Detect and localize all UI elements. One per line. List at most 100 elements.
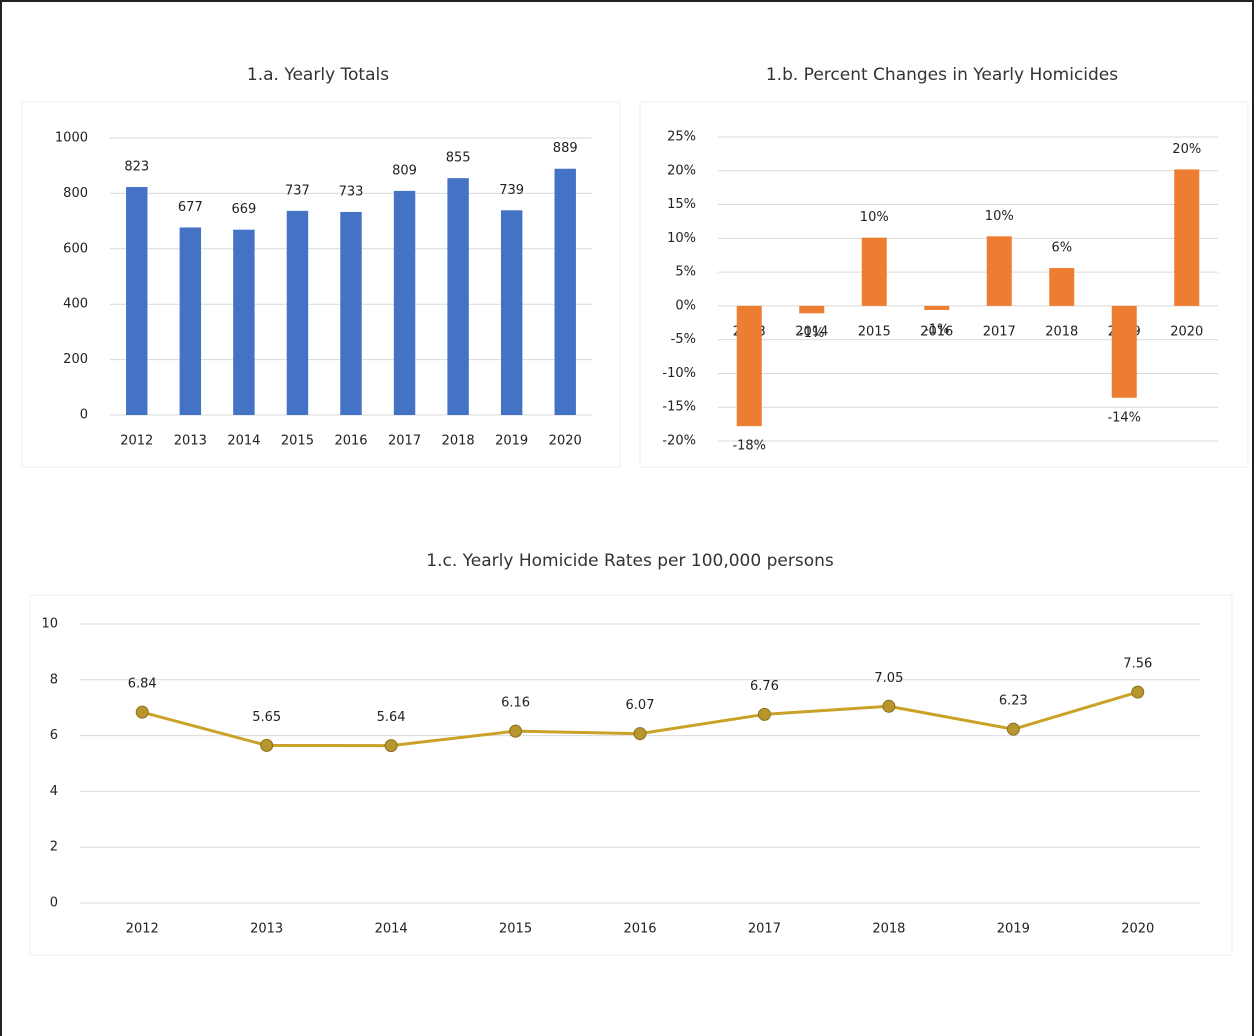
x-tick-label: 2019 (495, 434, 528, 449)
point (1006, 722, 1020, 736)
y-tick-label: 0% (675, 298, 696, 313)
bar (924, 305, 950, 310)
point (1131, 685, 1145, 699)
point (509, 724, 523, 738)
y-tick-label: 5% (675, 265, 696, 280)
bar (233, 229, 255, 415)
data-label: -18% (732, 439, 766, 454)
x-tick-label: 2020 (1170, 324, 1203, 339)
x-tick-label: 2013 (250, 922, 283, 937)
data-label: 7.05 (874, 671, 903, 686)
y-tick-label: -10% (662, 366, 696, 381)
y-tick-label: 400 (63, 297, 88, 312)
data-label: 739 (499, 183, 524, 198)
y-tick-label: 25% (667, 130, 696, 145)
bar (179, 227, 202, 415)
data-label: 855 (446, 151, 471, 166)
data-label: -14% (1107, 410, 1141, 425)
panel (21, 101, 621, 468)
x-tick-label: 2016 (334, 434, 367, 449)
data-label: 7.56 (1123, 657, 1152, 672)
panel (29, 594, 1233, 956)
y-tick-label: 200 (63, 352, 88, 367)
bar (286, 210, 309, 415)
y-tick-label: 15% (667, 197, 696, 212)
bar (1111, 305, 1137, 398)
point (882, 699, 896, 713)
chart-title: 1.b. Percent Changes in Yearly Homicides (766, 65, 1118, 85)
x-tick-label: 2015 (499, 922, 532, 937)
y-tick-label: 2 (50, 840, 58, 855)
y-tick-label: 0 (50, 896, 58, 911)
data-label: 737 (285, 183, 310, 198)
x-tick-label: 2015 (281, 434, 314, 449)
x-tick-label: 2019 (997, 922, 1030, 937)
bar (1049, 268, 1075, 306)
data-label: 6.07 (626, 698, 655, 713)
data-label: 20% (1172, 142, 1201, 157)
y-tick-label: 10 (41, 617, 58, 632)
bar (861, 237, 887, 306)
bar (447, 178, 469, 415)
x-tick-label: 2013 (174, 434, 207, 449)
data-label: 733 (339, 184, 364, 199)
data-label: 10% (860, 210, 889, 225)
panel (639, 101, 1249, 468)
point (384, 739, 398, 753)
bar (986, 236, 1012, 306)
x-tick-label: 2014 (795, 324, 828, 339)
y-tick-label: -20% (662, 434, 696, 449)
data-label: 6.16 (501, 696, 530, 711)
point (135, 705, 149, 719)
bar (126, 187, 148, 415)
bar (799, 305, 825, 314)
x-tick-label: 2014 (375, 922, 408, 937)
bar (500, 210, 523, 415)
data-label: -1% (924, 322, 949, 337)
data-label: 6.76 (750, 679, 779, 694)
y-tick-label: 6 (50, 728, 58, 743)
data-label: 10% (985, 209, 1014, 224)
x-tick-label: 2012 (126, 922, 159, 937)
bar (1174, 169, 1200, 306)
y-tick-label: 1000 (55, 131, 88, 146)
x-tick-label: 2016 (920, 324, 953, 339)
data-label: 6.23 (999, 694, 1028, 709)
data-label: 677 (178, 200, 203, 215)
y-tick-label: 4 (50, 784, 58, 799)
chart-title: 1.c. Yearly Homicide Rates per 100,000 p… (426, 551, 834, 571)
x-tick-label: 2018 (872, 922, 905, 937)
point (757, 707, 771, 721)
data-label: 6% (1051, 241, 1072, 256)
data-label: 669 (231, 202, 256, 217)
x-tick-label: 2017 (983, 324, 1016, 339)
data-label: 809 (392, 163, 417, 178)
data-label: 889 (553, 141, 578, 156)
y-tick-label: -15% (662, 400, 696, 415)
x-tick-label: 2015 (858, 324, 891, 339)
y-tick-label: 10% (667, 231, 696, 246)
bar (340, 211, 362, 415)
bar (554, 168, 576, 415)
chart-title: 1.a. Yearly Totals (247, 65, 389, 85)
y-tick-label: -5% (671, 332, 696, 347)
bar (393, 190, 416, 415)
data-label: 5.65 (252, 710, 281, 725)
x-tick-label: 2018 (1045, 324, 1078, 339)
data-label: -1% (799, 326, 824, 341)
x-tick-label: 2020 (549, 434, 582, 449)
x-tick-label: 2020 (1121, 922, 1154, 937)
x-tick-label: 2018 (442, 434, 475, 449)
x-tick-label: 2014 (227, 434, 260, 449)
data-label: 5.64 (377, 710, 406, 725)
x-tick-label: 2017 (388, 434, 421, 449)
y-tick-label: 0 (80, 408, 88, 423)
y-tick-label: 20% (667, 163, 696, 178)
data-label: 6.84 (128, 677, 157, 692)
x-tick-label: 2017 (748, 922, 781, 937)
point (633, 727, 647, 741)
point (260, 738, 274, 752)
x-tick-label: 2016 (623, 922, 656, 937)
